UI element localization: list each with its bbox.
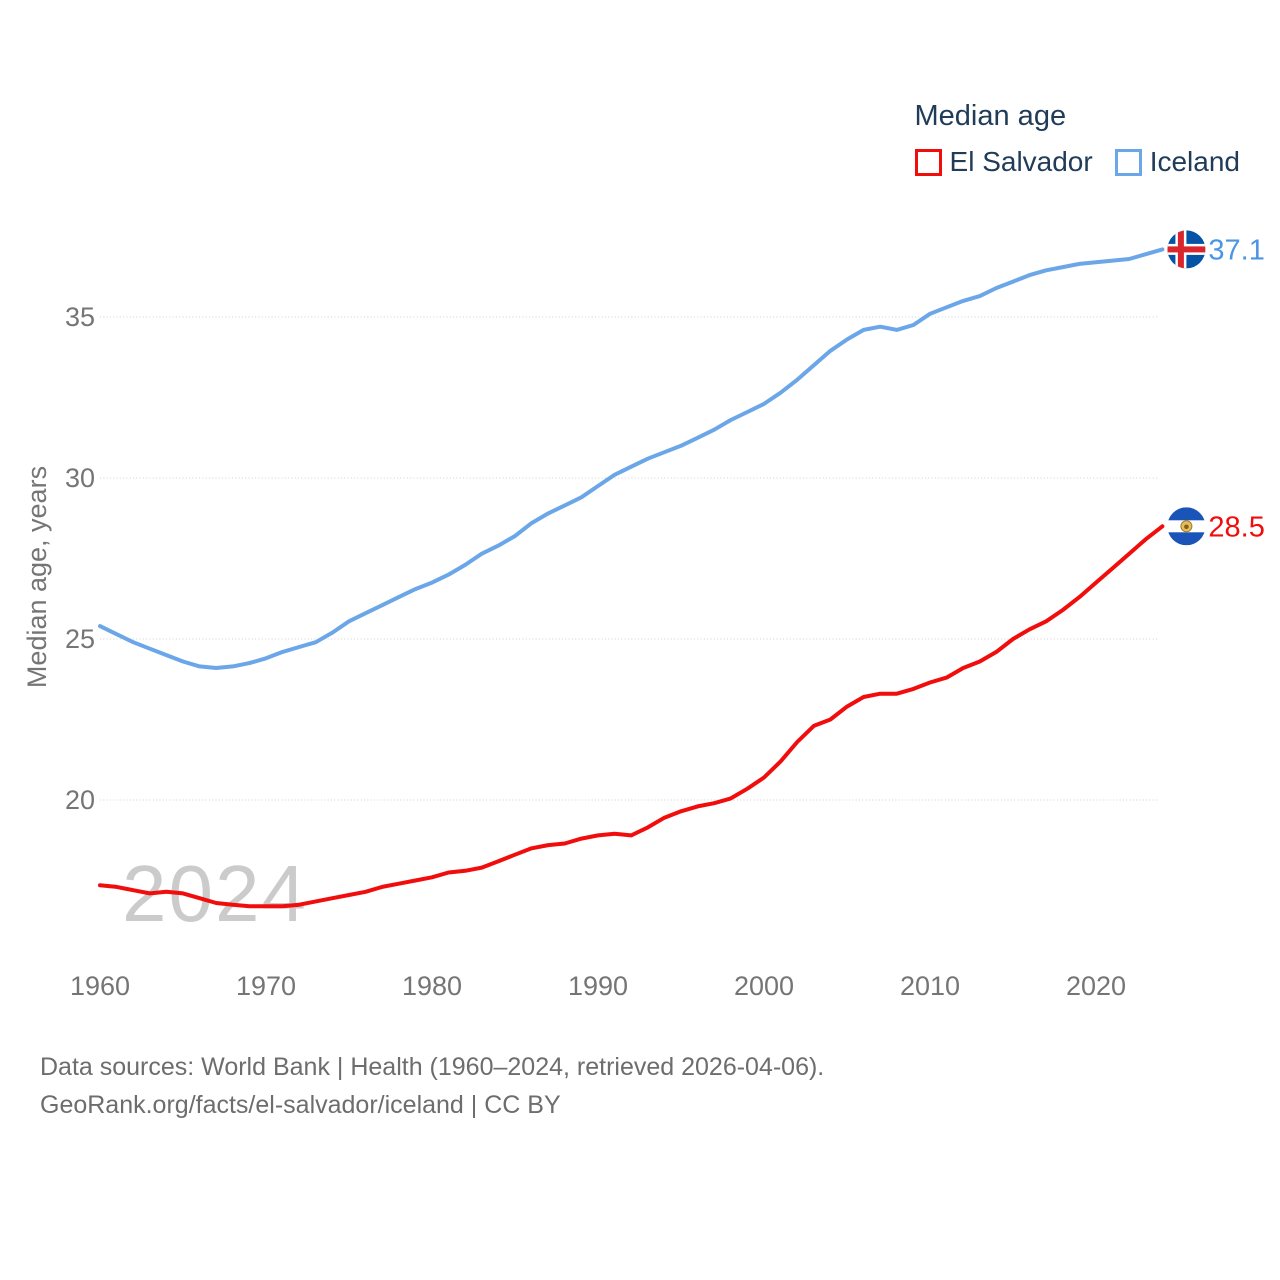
x-tick-label: 1970: [236, 971, 296, 1001]
attribution-line: GeoRank.org/facts/el-salvador/iceland | …: [40, 1091, 561, 1119]
x-tick-label: 1960: [70, 971, 130, 1001]
y-tick-label: 35: [65, 302, 95, 332]
y-tick-label: 20: [65, 785, 95, 815]
x-tick-label: 2000: [734, 971, 794, 1001]
el-salvador-swatch-icon: [914, 148, 942, 176]
data-sources-line: Data sources: World Bank | Health (1960–…: [40, 1053, 825, 1081]
iceland-swatch-icon: [1114, 148, 1142, 176]
x-tick-label: 2010: [900, 971, 960, 1001]
footer: Data sources: World Bank | Health (1960–…: [40, 1048, 824, 1124]
legend-item-iceland[interactable]: Iceland: [1114, 146, 1240, 178]
end-value-label-iceland: 37.1: [1208, 234, 1264, 266]
x-tick-label: 1980: [402, 971, 462, 1001]
el-salvador-flag-icon: [1167, 507, 1206, 546]
x-tick-label: 2020: [1066, 971, 1126, 1001]
legend-label-iceland: Iceland: [1149, 146, 1240, 177]
y-axis-title: Median age, years: [22, 466, 52, 688]
series-line-iceland: [98, 247, 1165, 670]
legend-label-el-salvador: El Salvador: [949, 146, 1093, 177]
iceland-flag-icon: [1167, 230, 1206, 269]
legend-item-el-salvador[interactable]: El Salvador: [914, 146, 1093, 178]
legend-row: El Salvador Iceland: [914, 146, 1240, 178]
end-value-label-el-salvador: 28.5: [1208, 511, 1264, 543]
y-tick-label: 30: [65, 463, 95, 493]
series-line-el-salvador: [98, 524, 1165, 909]
legend-title: Median age: [914, 100, 1067, 132]
x-tick-label: 1990: [568, 971, 628, 1001]
y-tick-label: 25: [65, 624, 95, 654]
legend: Median age El Salvador Iceland: [914, 100, 1240, 178]
